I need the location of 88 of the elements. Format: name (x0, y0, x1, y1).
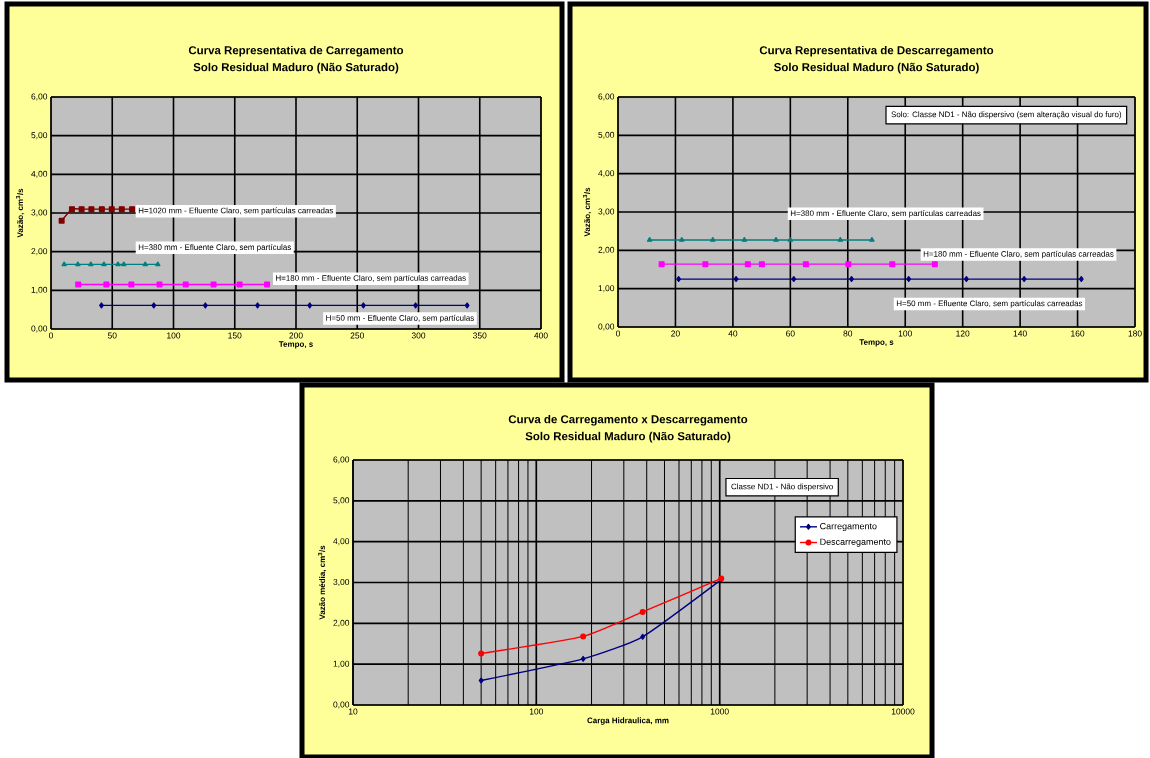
point (103, 281, 110, 288)
point (99, 302, 104, 309)
x-tick-label: 100 (529, 708, 544, 715)
point (151, 302, 157, 309)
point (98, 206, 105, 213)
point (118, 206, 125, 213)
point (464, 302, 470, 309)
point (115, 261, 121, 267)
x-tick-label: 1000 (710, 708, 729, 715)
point (61, 261, 67, 267)
x-tick-label: 100 (167, 332, 181, 339)
y-tick-label: 2,00 (598, 246, 615, 254)
y-tick-label: 4,00 (598, 170, 615, 178)
point (58, 217, 65, 224)
x-tick-label: 80 (843, 330, 853, 337)
point (202, 302, 208, 309)
x-tick-label: 60 (786, 330, 795, 337)
point (210, 281, 217, 288)
y-tick-label: 3,00 (598, 208, 615, 216)
y-tick-label: 5,00 (31, 132, 48, 140)
x-tick-label: 100 (898, 330, 912, 337)
y-tick-label: 2,00 (333, 619, 350, 627)
point (155, 261, 161, 267)
chart-title: Curva de Carregamento x Descarregamento (508, 414, 748, 426)
y-tick-label: 1,00 (31, 286, 48, 294)
point (88, 261, 94, 267)
x-tick-label: 400 (534, 332, 548, 339)
x-tick-label: 350 (473, 332, 487, 339)
y-tick-label: 5,00 (333, 497, 350, 505)
chart-subtitle: Solo Residual Maduro (Não Saturado) (193, 62, 399, 74)
x-tick-label: 0 (615, 330, 621, 337)
point (264, 281, 271, 288)
point (156, 281, 163, 288)
point (360, 302, 366, 309)
point (128, 281, 135, 288)
x-tick-label: 50 (107, 332, 117, 339)
chart-subtitle: Solo Residual Maduro (Não Saturado) (525, 431, 731, 443)
point (101, 261, 107, 267)
chart-title: Curva Representativa de Carregamento (188, 45, 404, 57)
x-tick-label: 0 (48, 332, 54, 339)
chart-title: Curva Representativa de Descarregamento (759, 45, 994, 57)
point (88, 206, 95, 213)
y-tick-label: 1,00 (598, 285, 615, 293)
x-tick-label: 120 (956, 330, 970, 337)
x-tick-label: 180 (1128, 330, 1142, 337)
x-tick-label: 200 (289, 332, 303, 339)
x-tick-label: 300 (411, 332, 426, 339)
legend-label: Descarregamento (820, 538, 891, 547)
chart-subtitle: Solo Residual Maduro (Não Saturado) (774, 62, 979, 74)
point (639, 608, 646, 615)
y-tick-label: 6,00 (31, 93, 48, 101)
point (129, 206, 136, 213)
y-tick-label: 4,00 (333, 538, 350, 546)
point (478, 677, 484, 684)
y-tick-label: 0,00 (31, 325, 48, 333)
point (78, 206, 85, 213)
y-tick-label: 1,00 (333, 660, 350, 668)
point (255, 302, 260, 309)
point (236, 281, 243, 288)
point (182, 281, 189, 288)
x-tick-label: 250 (350, 332, 364, 339)
x-tick-label: 20 (671, 330, 680, 337)
y-tick-label: 0,00 (333, 701, 350, 709)
y-tick-label: 6,00 (598, 93, 615, 101)
x-tick-label: 150 (228, 332, 242, 339)
point (108, 206, 115, 213)
point (478, 650, 485, 657)
point (75, 281, 82, 288)
y-tick-label: 0,00 (598, 323, 615, 331)
point (307, 302, 313, 309)
legend-label: Carregamento (820, 522, 877, 532)
y-tick-label: 2,00 (31, 248, 48, 256)
y-tick-label: 4,00 (31, 170, 48, 178)
y-tick-label: 6,00 (333, 456, 350, 464)
point (142, 261, 148, 267)
point (640, 633, 646, 640)
x-tick-label: 10000 (891, 708, 915, 715)
y-tick-label: 3,00 (333, 579, 350, 586)
y-tick-label: 5,00 (598, 131, 615, 139)
point (75, 261, 81, 267)
y-tick-label: 3,00 (31, 209, 48, 217)
point (121, 261, 127, 267)
x-tick-label: 40 (728, 330, 738, 337)
x-tick-label: 140 (1013, 330, 1027, 337)
point (68, 206, 75, 213)
point (413, 302, 418, 309)
x-tick-label: 10 (348, 708, 358, 715)
x-tick-label: 160 (1071, 330, 1085, 337)
